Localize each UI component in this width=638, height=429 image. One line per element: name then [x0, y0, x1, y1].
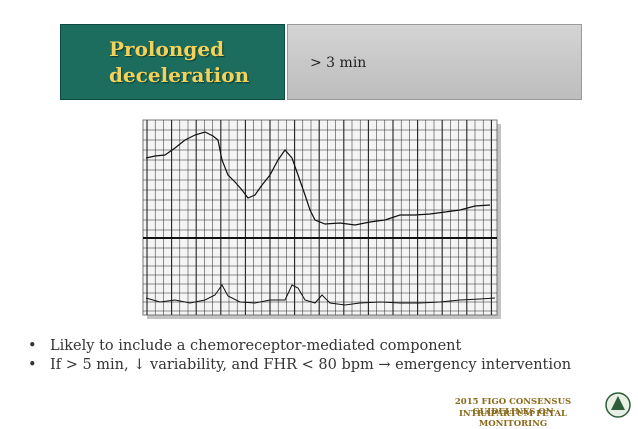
- bullet: Likely to include a chemoreceptor-mediat…: [28, 338, 462, 354]
- footer-line: 2015 FIGO CONSENSUS GUIDELINES ON: [454, 397, 572, 417]
- title-line: Prolonged: [109, 37, 225, 61]
- title-line: deceleration: [109, 63, 250, 87]
- bullet-text: Likely to include a chemoreceptor-mediat…: [50, 338, 462, 354]
- bullet-text: If > 5 min, ↓ variability, and FHR < 80 …: [50, 357, 572, 373]
- definition: > 3 min: [310, 55, 367, 71]
- title-box: Prolonged deceleration: [60, 24, 285, 100]
- bullet: If > 5 min, ↓ variability, and FHR < 80 …: [28, 357, 572, 373]
- definition-box: > 3 min: [287, 24, 582, 100]
- footer-line: INTRAPARTUM FETAL MONITORING: [458, 409, 568, 429]
